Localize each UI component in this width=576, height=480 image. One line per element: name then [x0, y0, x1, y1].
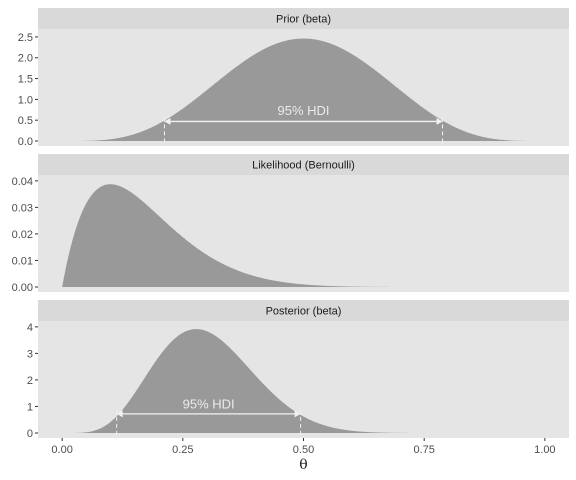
y-tick-label-likelihood: 0.02 [12, 229, 33, 241]
x-tick-label: 0.75 [413, 444, 434, 456]
x-tick-label: 0.00 [51, 444, 72, 456]
y-tick-label-likelihood: 0.00 [12, 282, 33, 294]
hdi-label-prior: 95% HDI [277, 103, 329, 118]
y-tick-label-posterior: 4 [27, 322, 33, 334]
marks-posterior: 95% HDI 0 1 2 3 4 [27, 322, 545, 440]
panel-prior: Prior (beta) 95% HDI 0.0 0.5 1.0 1.5 2.0 2.5 [18, 8, 569, 148]
strip-title-posterior: Posterior (beta) [266, 306, 342, 318]
strip-title-likelihood: Likelihood (Bernoulli) [252, 160, 355, 172]
y-tick-label-posterior: 1 [27, 401, 33, 413]
density-area-posterior [62, 329, 545, 433]
y-tick-label-likelihood: 0.01 [12, 255, 33, 267]
hdi-label-posterior: 95% HDI [183, 396, 235, 411]
y-tick-label-posterior: 3 [27, 348, 33, 360]
x-tick-label: 1.00 [534, 444, 555, 456]
y-tick-label-posterior: 2 [27, 375, 33, 387]
y-tick-label-prior: 0.5 [18, 115, 33, 127]
strip-posterior [38, 300, 569, 321]
marks-likelihood: 0.00 0.01 0.02 0.03 0.04 [12, 176, 545, 294]
hdi-arrow-right-prior [436, 117, 443, 125]
y-tick-label-prior: 1.0 [18, 94, 33, 106]
panel-posterior: Posterior (beta) 95% HDI 0 1 2 3 4 [27, 300, 569, 440]
hdi-arrow-left-prior [164, 117, 171, 125]
y-tick-label-prior: 0.0 [18, 136, 33, 148]
y-tick-label-posterior: 0 [27, 428, 33, 440]
y-tick-label-prior: 1.5 [18, 74, 33, 86]
panel-likelihood: Likelihood (Bernoulli) 0.000.010.020.030… [12, 154, 569, 294]
hdi-arrow-left-posterior [116, 410, 123, 418]
marks-prior: 95% HDI 0.0 0.5 1.0 1.5 2.0 2.5 [18, 32, 545, 148]
strip-likelihood [38, 154, 569, 175]
strip-title-prior: Prior (beta) [276, 14, 331, 26]
x-tick-label: 0.50 [293, 444, 314, 456]
y-tick-label-likelihood: 0.03 [12, 202, 33, 214]
hdi-arrow-right-posterior [294, 410, 301, 418]
y-tick-label-prior: 2.5 [18, 32, 33, 44]
density-area-likelihood [62, 184, 545, 287]
x-axis-title: θ [299, 457, 307, 473]
strip-prior [38, 8, 569, 29]
density-area-prior [62, 38, 545, 142]
x-axis: 0.00 0.25 0.50 0.75 1.00 [51, 438, 556, 456]
y-tick-label-likelihood: 0.04 [12, 176, 33, 188]
x-tick-label: 0.25 [172, 444, 193, 456]
y-tick-label-prior: 2.0 [18, 53, 33, 65]
